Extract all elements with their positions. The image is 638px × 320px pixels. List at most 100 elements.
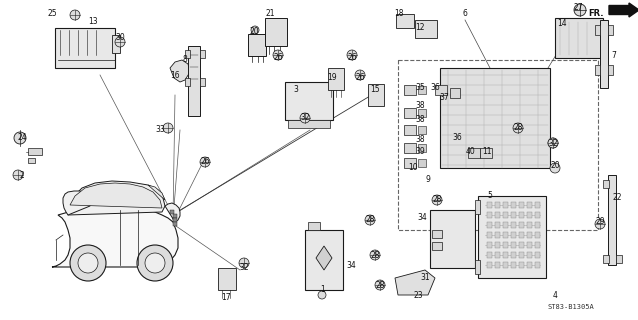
Bar bbox=[440, 68, 550, 168]
Text: 13: 13 bbox=[88, 18, 98, 27]
Circle shape bbox=[574, 4, 586, 16]
Text: 20: 20 bbox=[249, 28, 259, 36]
Bar bbox=[404, 108, 416, 118]
Text: 38: 38 bbox=[415, 116, 425, 124]
Circle shape bbox=[13, 170, 23, 180]
Polygon shape bbox=[63, 191, 90, 215]
Bar bbox=[475, 200, 480, 214]
Bar bbox=[555, 18, 603, 58]
Bar bbox=[495, 242, 500, 248]
Text: 3: 3 bbox=[293, 85, 299, 94]
Bar bbox=[308, 222, 320, 230]
Bar bbox=[415, 20, 437, 38]
Polygon shape bbox=[70, 183, 162, 208]
Circle shape bbox=[78, 253, 98, 273]
Bar bbox=[265, 18, 287, 46]
Bar bbox=[503, 212, 508, 218]
Circle shape bbox=[370, 250, 380, 260]
Text: 25: 25 bbox=[47, 10, 57, 19]
Polygon shape bbox=[68, 181, 165, 215]
Bar bbox=[478, 196, 546, 278]
Bar bbox=[468, 148, 480, 158]
Bar bbox=[519, 212, 524, 218]
Text: 33: 33 bbox=[155, 125, 165, 134]
Circle shape bbox=[365, 215, 375, 225]
Circle shape bbox=[432, 195, 442, 205]
Bar bbox=[173, 218, 177, 222]
Polygon shape bbox=[316, 246, 332, 270]
Bar bbox=[418, 109, 426, 117]
Circle shape bbox=[347, 50, 357, 60]
Bar bbox=[418, 86, 426, 94]
Text: 10: 10 bbox=[408, 164, 418, 172]
Text: 15: 15 bbox=[370, 85, 380, 94]
Text: 9: 9 bbox=[426, 175, 431, 185]
Bar bbox=[519, 232, 524, 238]
Text: 32: 32 bbox=[300, 114, 310, 123]
Bar bbox=[404, 125, 416, 135]
Text: 20: 20 bbox=[550, 162, 560, 171]
Circle shape bbox=[375, 280, 385, 290]
Bar bbox=[535, 212, 540, 218]
Text: 36: 36 bbox=[452, 133, 462, 142]
Bar bbox=[503, 262, 508, 268]
Text: 28: 28 bbox=[433, 196, 441, 204]
Circle shape bbox=[548, 138, 558, 148]
Text: 35: 35 bbox=[415, 83, 425, 92]
Bar bbox=[519, 222, 524, 228]
Text: FR.: FR. bbox=[588, 9, 604, 18]
Circle shape bbox=[115, 37, 125, 47]
Text: 26: 26 bbox=[355, 73, 365, 82]
Circle shape bbox=[14, 132, 26, 144]
Text: 34: 34 bbox=[417, 213, 427, 222]
Bar bbox=[511, 202, 516, 208]
Bar bbox=[495, 232, 500, 238]
Polygon shape bbox=[395, 270, 435, 295]
Text: 14: 14 bbox=[557, 20, 567, 28]
Text: 23: 23 bbox=[413, 291, 423, 300]
Bar bbox=[487, 222, 492, 228]
Circle shape bbox=[318, 291, 326, 299]
Bar bbox=[185, 78, 190, 86]
Bar bbox=[595, 65, 600, 75]
Bar bbox=[503, 202, 508, 208]
Circle shape bbox=[70, 245, 106, 281]
Bar bbox=[170, 210, 174, 214]
Polygon shape bbox=[52, 210, 178, 267]
Bar bbox=[511, 252, 516, 258]
Bar bbox=[511, 262, 516, 268]
Bar bbox=[495, 262, 500, 268]
Bar bbox=[404, 143, 416, 153]
Bar bbox=[595, 25, 600, 35]
Text: 40: 40 bbox=[465, 148, 475, 156]
Bar bbox=[608, 65, 613, 75]
Text: 27: 27 bbox=[573, 4, 582, 12]
Bar bbox=[503, 222, 508, 228]
Circle shape bbox=[239, 258, 249, 268]
Text: 32: 32 bbox=[239, 263, 249, 273]
Bar bbox=[527, 202, 532, 208]
Bar bbox=[55, 28, 115, 68]
Bar bbox=[435, 85, 447, 95]
Bar bbox=[527, 252, 532, 258]
Bar bbox=[200, 78, 205, 86]
Bar bbox=[368, 84, 384, 106]
Text: 22: 22 bbox=[612, 194, 622, 203]
Text: 26: 26 bbox=[200, 157, 210, 166]
Bar bbox=[527, 222, 532, 228]
Bar bbox=[218, 268, 236, 290]
Bar bbox=[248, 34, 266, 56]
Circle shape bbox=[163, 123, 173, 133]
Bar bbox=[527, 212, 532, 218]
Bar bbox=[535, 262, 540, 268]
Bar bbox=[535, 242, 540, 248]
Bar bbox=[288, 120, 330, 128]
Text: 4: 4 bbox=[553, 291, 558, 300]
Bar bbox=[511, 222, 516, 228]
Bar bbox=[430, 210, 475, 268]
Bar bbox=[519, 202, 524, 208]
Text: 28: 28 bbox=[370, 252, 380, 260]
Bar bbox=[503, 232, 508, 238]
Bar bbox=[418, 144, 426, 152]
Bar bbox=[519, 262, 524, 268]
